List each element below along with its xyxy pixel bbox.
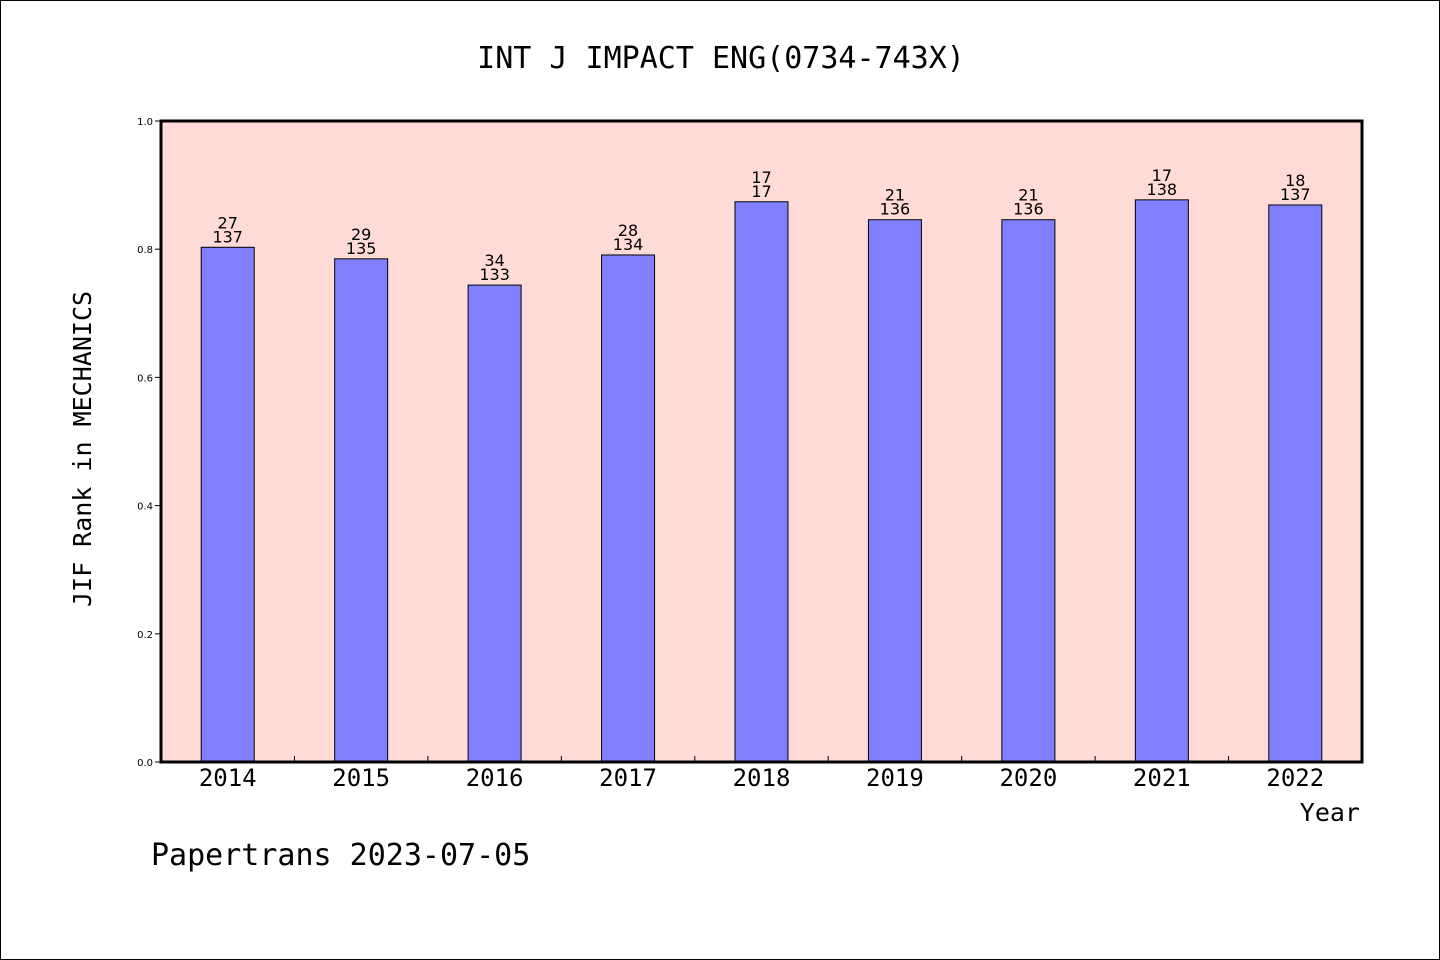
data-label-top-2020: 21 xyxy=(1018,186,1038,205)
data-label-top-2015: 29 xyxy=(351,225,371,244)
bar-2015 xyxy=(334,258,389,763)
data-label-top-2022: 18 xyxy=(1285,171,1305,190)
bars-group xyxy=(200,199,1323,763)
bar-2020 xyxy=(1001,219,1056,763)
bar-2022 xyxy=(1268,204,1323,763)
data-label-bottom-2017: 134 xyxy=(613,235,644,254)
y-tick-label: 0.0 xyxy=(137,758,153,769)
data-label-top-2017: 28 xyxy=(618,221,638,240)
x-tick-label-2020: 2020 xyxy=(999,764,1057,792)
data-label-bottom-2022: 137 xyxy=(1280,185,1311,204)
data-label-top-2019: 21 xyxy=(885,186,905,205)
y-tick-label: 0.8 xyxy=(137,245,153,256)
bar-2018 xyxy=(734,201,789,763)
data-label-bottom-2014: 137 xyxy=(212,227,243,246)
bar-2019 xyxy=(867,219,922,763)
data-label-top-2018: 17 xyxy=(751,168,771,187)
x-tick-label-2019: 2019 xyxy=(866,764,924,792)
bar-2021 xyxy=(1134,199,1189,763)
bar-2016 xyxy=(467,284,522,763)
footer-text: Papertrans 2023-07-05 xyxy=(151,838,530,873)
bar-2014 xyxy=(200,246,255,763)
data-label-bottom-2019: 136 xyxy=(880,200,911,219)
x-axis-label: Year xyxy=(1300,798,1360,827)
data-label-bottom-2018: 17 xyxy=(751,182,771,201)
plot-border xyxy=(159,119,1364,764)
x-tick-label-2022: 2022 xyxy=(1266,764,1324,792)
chart-title: INT J IMPACT ENG(0734-743X) xyxy=(477,41,965,76)
y-tick-label: 1.0 xyxy=(137,117,153,128)
y-axis: 0.0 0.2 0.4 0.6 0.8 1.0 xyxy=(137,117,161,769)
x-tick-label-2014: 2014 xyxy=(199,764,257,792)
y-tick-label: 0.2 xyxy=(137,630,153,641)
data-label-bottom-2020: 136 xyxy=(1013,200,1044,219)
data-label-top-2021: 17 xyxy=(1152,166,1172,185)
data-label-bottom-2015: 135 xyxy=(346,239,377,258)
x-tick-label-2018: 2018 xyxy=(733,764,791,792)
y-axis-label: JIF Rank in MECHANICS xyxy=(68,291,97,607)
data-label-top-2014: 27 xyxy=(218,213,238,232)
y-tick-label: 0.6 xyxy=(137,373,153,384)
y-tick-label: 0.4 xyxy=(137,502,153,513)
x-tick-label-2021: 2021 xyxy=(1133,764,1191,792)
bar-2017 xyxy=(601,254,656,763)
x-axis: 2014 2015 2016 2017 2018 2019 2020 2021 2022 xyxy=(199,756,1324,792)
data-label-top-2016: 34 xyxy=(484,251,504,270)
x-tick-label-2016: 2016 xyxy=(466,764,524,792)
data-label-bottom-2021: 138 xyxy=(1147,180,1178,199)
data-label-bottom-2016: 133 xyxy=(479,265,510,284)
x-tick-label-2017: 2017 xyxy=(599,764,657,792)
x-tick-label-2015: 2015 xyxy=(332,764,390,792)
